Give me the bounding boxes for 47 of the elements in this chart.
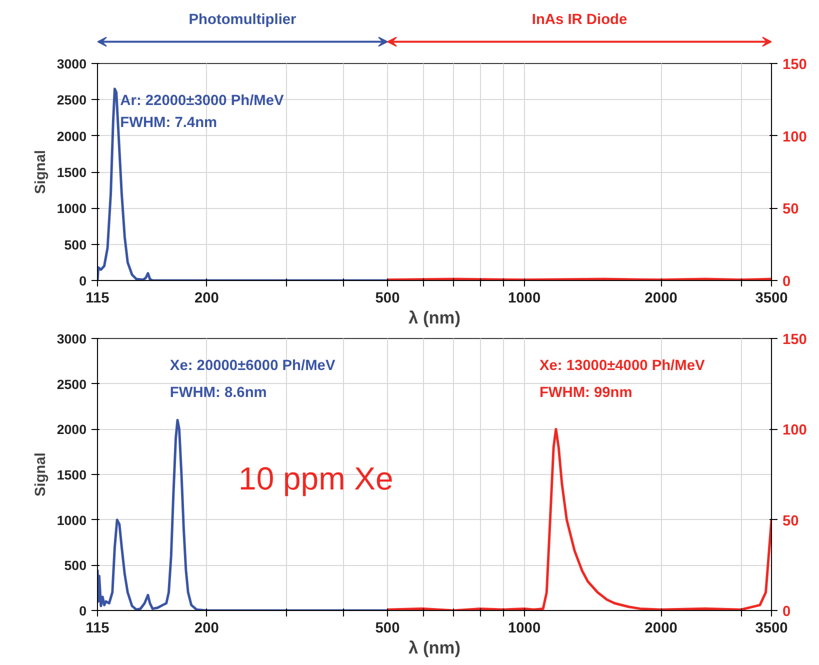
y-axis-title: Signal: [32, 452, 49, 496]
y-axis-title: Signal: [32, 150, 49, 194]
x-tick-label: 3500: [755, 290, 788, 306]
x-tick-label: 115: [86, 290, 110, 306]
y2-tick-label: 150: [782, 332, 807, 348]
x-axis-title: λ (nm): [408, 308, 461, 328]
y-tick-label: 3000: [56, 56, 87, 72]
y-tick-label: 0: [79, 604, 87, 618]
y-tick-label: 1000: [56, 201, 87, 216]
y-tick-label: 1000: [56, 512, 87, 528]
x-tick-label: 500: [375, 290, 400, 306]
y-tick-label: 2500: [56, 376, 87, 392]
annotation: FWHM: 7.4nm: [120, 114, 218, 131]
y-tick-label: 2500: [56, 92, 87, 108]
x-tick-label: 2000: [644, 290, 678, 306]
text: InAs IR Diode: [532, 12, 628, 28]
y-tick-label: 500: [64, 237, 87, 252]
x-tick-label: 1000: [508, 290, 541, 306]
annotation: Ar: 22000±3000 Ph/MeV: [120, 93, 284, 110]
y-tick-label: 0: [79, 274, 87, 288]
x-tick-label: 200: [194, 290, 219, 306]
y2-tick-label: 150: [782, 57, 807, 73]
x-tick-label: 2000: [644, 620, 678, 636]
x-tick-label: 1000: [508, 620, 541, 636]
y-tick-label: 3000: [56, 332, 87, 346]
y-tick-label: 2000: [56, 422, 87, 438]
y2-tick-label: 0: [782, 274, 791, 290]
y2-tick-label: 100: [782, 422, 807, 439]
x-tick-label: 3500: [755, 620, 788, 636]
annotation: FWHM: 99nm: [539, 385, 632, 402]
y2-tick-label: 100: [782, 129, 807, 146]
text: Photomultiplier: [188, 12, 297, 28]
x-tick-label: 115: [86, 620, 110, 636]
annotation: 10 ppm Xe: [238, 460, 394, 496]
y-tick-label: 500: [64, 558, 87, 574]
y2-tick-label: 50: [782, 513, 799, 530]
y2-tick-label: 0: [782, 604, 791, 620]
annotation: Xe: 13000±4000 Ph/MeV: [539, 358, 705, 374]
annotation: FWHM: 8.6nm: [170, 385, 267, 402]
y2-tick-label: 50: [782, 202, 799, 218]
y-tick-label: 1500: [56, 165, 87, 180]
annotation: Xe: 20000±6000 Ph/MeV: [170, 358, 336, 374]
x-tick-label: 200: [194, 620, 219, 636]
y-tick-label: 2000: [56, 128, 87, 144]
y-tick-label: 1500: [56, 468, 87, 482]
x-axis-title: λ (nm): [408, 638, 461, 658]
x-tick-label: 500: [375, 620, 400, 636]
